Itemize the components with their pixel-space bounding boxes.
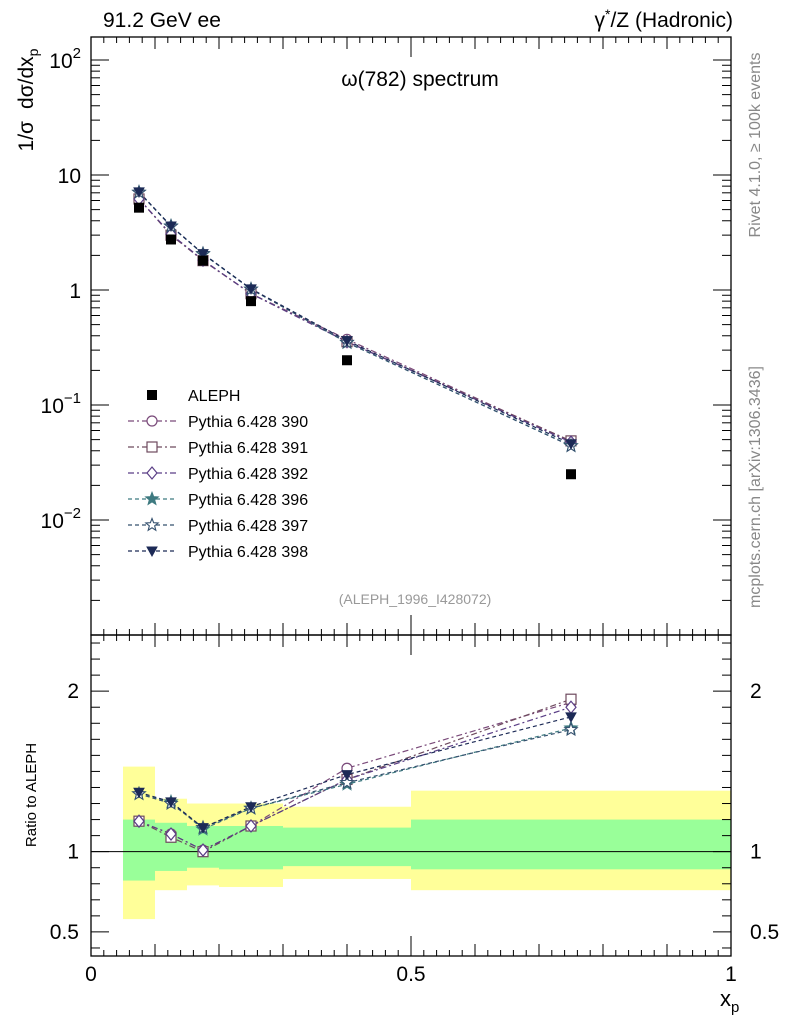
ratio-series-line-5: [138, 716, 572, 829]
y-axis-label-ratio: Ratio to ALEPH: [23, 743, 40, 847]
rivet-version-label: Rivet 4.1.0, ≥ 100k events: [747, 53, 764, 238]
y-tick-label-main: 10−2: [41, 505, 81, 533]
ratio-series-point-5-1: [165, 797, 177, 808]
ratio-y-tick-label-left: 2: [67, 680, 79, 703]
x-tick-label: 1: [725, 963, 737, 986]
ratio-y-tick-label-left: 1: [67, 841, 79, 864]
y-tick-label-exp: 2: [73, 45, 81, 62]
ratio-band-inner-0: [123, 819, 155, 881]
legend-marker-1: [146, 441, 158, 453]
ratio-series-point-5-0: [133, 787, 145, 799]
legend-label-1: Pythia 6.428 391: [188, 440, 308, 457]
ratio-y-tick-label-right: 2: [750, 680, 762, 703]
header-right: γ*/Z (Hadronic): [595, 6, 733, 32]
legend-label-data: ALEPH: [188, 388, 240, 405]
main-series-line-2: [138, 198, 572, 443]
y-tick-label-main: 10: [58, 165, 81, 188]
ratio-band-inner-4: [283, 827, 411, 867]
data-point-0: [134, 202, 144, 213]
legend-label-5: Pythia 6.428 398: [188, 544, 308, 561]
ratio-series-point-4-5: [563, 721, 579, 737]
ratio-band-inner-3: [219, 825, 283, 870]
analysis-tag: (ALEPH_1996_I428072): [339, 591, 492, 607]
ratio-series-point-2-2: [197, 843, 209, 858]
x-tick-label: 0.5: [396, 963, 425, 986]
ratio-series-point-2-3: [245, 819, 257, 833]
legend-label-2: Pythia 6.428 392: [188, 466, 308, 483]
data-point-5: [566, 469, 576, 480]
main-series-point-5-2: [197, 249, 209, 260]
x-tick-label: 0: [85, 963, 97, 986]
legend-label-3: Pythia 6.428 396: [188, 492, 308, 509]
main-series-point-5-1: [165, 221, 177, 233]
ratio-series-point-5-5: [565, 712, 577, 723]
ratio-series-point-5-2: [197, 823, 209, 834]
ratio-series-line-4: [138, 729, 572, 829]
y-tick-label-base: 10: [49, 50, 72, 73]
legend-label-4: Pythia 6.428 397: [188, 518, 308, 535]
ratio-series-line-3: [138, 727, 572, 830]
y-axis-label-main: 1/σdσ/dxp: [15, 48, 41, 151]
main-series-line-5: [138, 191, 572, 445]
ratio-ticks: 0.5 0.5 1 1 2 2: [50, 635, 779, 956]
main-marks: [131, 184, 579, 480]
ratio-series-point-2-0: [133, 814, 145, 829]
header-left: 91.2 GeV ee: [103, 9, 221, 32]
y-tick-label-base: 10: [58, 165, 81, 188]
legend-marker-5: [146, 546, 158, 558]
y-tick-label-main: 1: [69, 280, 81, 303]
chart-title: ω(782) spectrum: [341, 68, 499, 91]
legend-marker-3: [144, 490, 160, 506]
ratio-series-point-4-4: [339, 774, 355, 790]
ratio-series-point-5-3: [245, 802, 257, 813]
ratio-panel: 0.5 0.5 1 1 2 2 Ratio to ALEPH xp: [23, 634, 779, 1016]
legend: ALEPH Pythia 6.428 390 Pythia 6.428 391 Pyt…: [128, 388, 308, 561]
y-tick-label-exp: −1: [64, 390, 81, 407]
legend-label-0: Pythia 6.428 390: [188, 414, 308, 431]
legend-marker-0: [146, 415, 158, 427]
legend-marker-data: [147, 390, 157, 400]
main-series-line-3: [138, 191, 572, 447]
ratio-y-tick-label-left: 0.5: [50, 921, 79, 944]
data-point-1: [166, 234, 176, 245]
main-series-line-0: [138, 198, 572, 442]
x-tick-labels: 0 0.5 1: [85, 963, 737, 986]
ratio-series-point-2-1: [165, 827, 177, 841]
y-tick-label-base: 10: [41, 395, 64, 418]
ratio-band-inner-5: [411, 819, 731, 870]
main-series-point-5-5: [565, 439, 577, 450]
y-tick-label-base: 10: [41, 510, 64, 533]
data-point-2: [198, 255, 208, 266]
data-point-3: [246, 296, 256, 307]
x-axis-label: xp: [720, 986, 739, 1016]
main-series-point-5-4: [341, 336, 353, 347]
mcplots-label: mcplots.cern.ch [arXiv:1306.3436]: [747, 366, 764, 608]
ratio-y-tick-label-right: 0.5: [750, 921, 779, 944]
main-series-point-5-0: [133, 187, 145, 198]
y-tick-label-main: 10−1: [41, 390, 81, 418]
legend-marker-2: [146, 466, 158, 480]
ratio-series-point-5-4: [341, 770, 353, 781]
ratio-marks: [91, 693, 731, 920]
main-frame: [90, 36, 732, 636]
legend-marker-4: [144, 516, 160, 532]
ratio-y-tick-label-right: 1: [750, 841, 762, 864]
y-tick-label-base: 1: [69, 280, 81, 303]
data-point-4: [342, 355, 352, 366]
main-series-line-4: [138, 191, 572, 447]
y-tick-label-exp: −2: [64, 505, 81, 522]
y-tick-label-main: 102: [49, 45, 81, 73]
main-series-point-5-3: [245, 284, 257, 295]
